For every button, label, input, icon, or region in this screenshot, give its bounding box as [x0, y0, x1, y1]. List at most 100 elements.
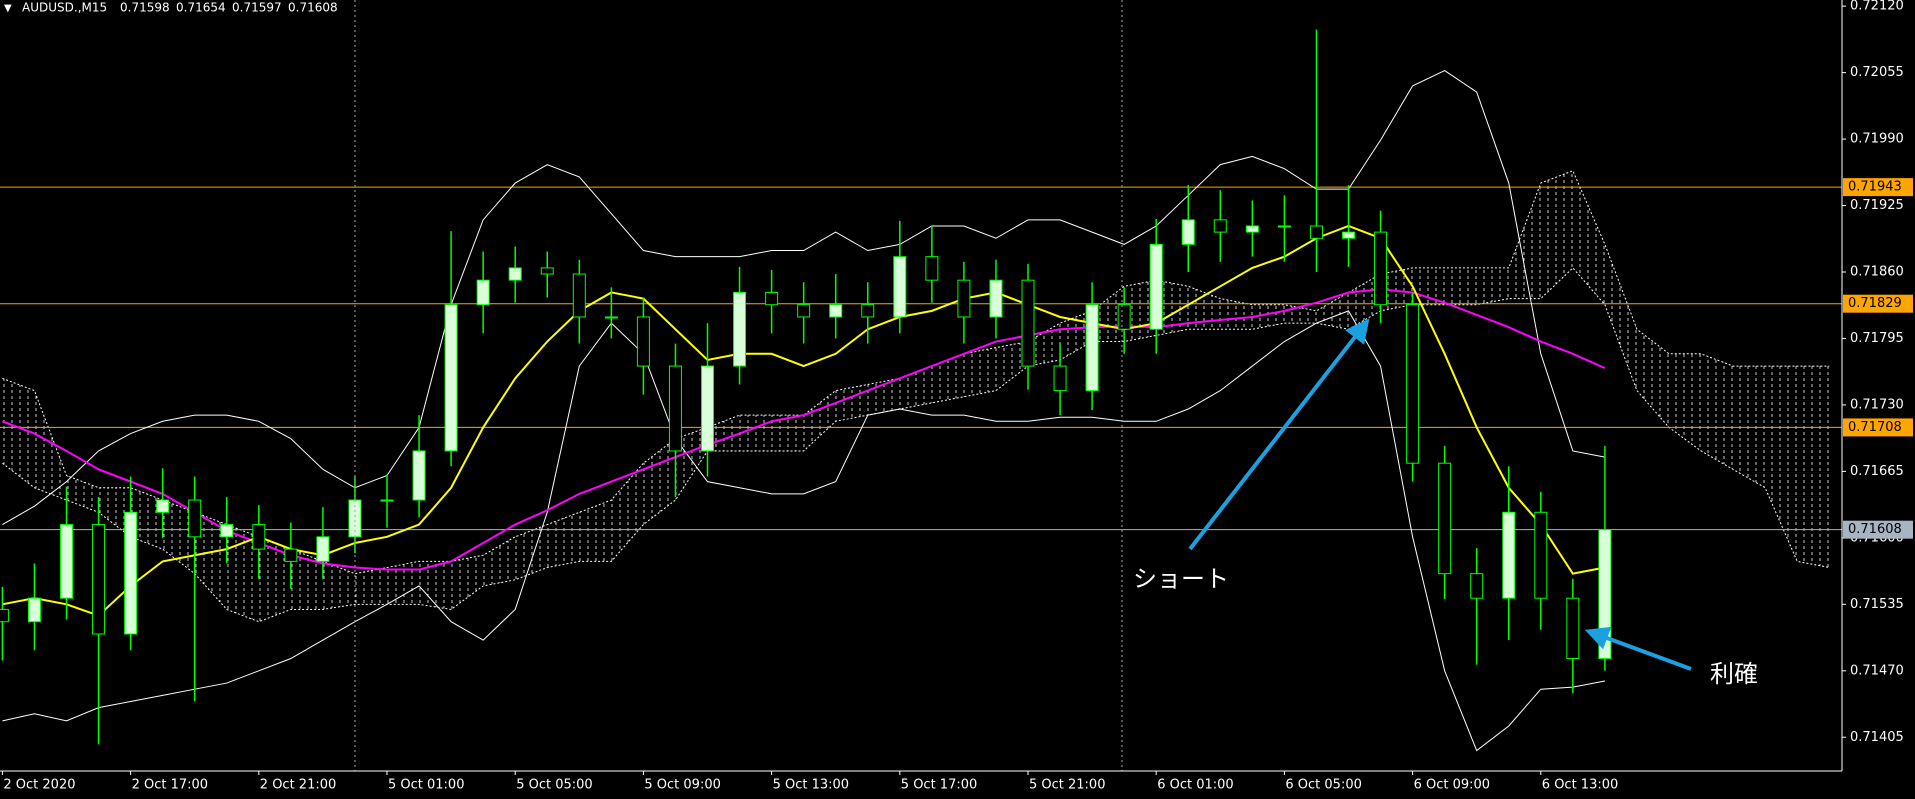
- candle-body: [636, 316, 650, 367]
- indicator-line: [2, 288, 1606, 571]
- candle-body: [1406, 304, 1420, 464]
- candle-body: [1438, 462, 1452, 575]
- candle-body: [1117, 304, 1131, 330]
- candle-body: [1181, 219, 1195, 245]
- candle-body: [829, 304, 843, 318]
- arrow: [1188, 318, 1370, 551]
- candle-body: [572, 273, 586, 318]
- cloud-edge: [2, 267, 1830, 623]
- y-tick-label: 0.71665: [1850, 464, 1904, 479]
- x-tick-label: 6 Oct 09:00: [1414, 778, 1490, 793]
- candle-body: [60, 524, 73, 599]
- candle-body: [124, 511, 138, 635]
- x-tick-label: 5 Oct 05:00: [516, 778, 592, 793]
- candle-body: [284, 548, 298, 562]
- x-tick-label: 6 Oct 01:00: [1157, 778, 1233, 793]
- candle-body: [604, 316, 618, 319]
- y-tick-label: 0.71925: [1850, 198, 1904, 213]
- level-label-box: [1843, 520, 1913, 539]
- candle-body: [668, 365, 682, 452]
- level-label: 0.71943: [1848, 180, 1902, 195]
- x-tick-label: 6 Oct 05:00: [1285, 778, 1361, 793]
- ichimoku-cloud: [2, 170, 1830, 622]
- candle-body: [861, 304, 875, 318]
- y-tick-label: 0.71405: [1850, 730, 1904, 745]
- candle-body: [316, 536, 330, 562]
- x-tick-label: 2 Oct 2020: [3, 778, 75, 793]
- candle-body: [1566, 597, 1580, 660]
- ohlc-high: 0.71654: [176, 1, 226, 15]
- candle-body: [540, 267, 554, 275]
- candle-body: [925, 256, 939, 281]
- y-tick-label: 0.71470: [1850, 663, 1904, 678]
- candle-body: [0, 608, 9, 623]
- candle-body: [733, 291, 747, 367]
- x-tick-label: 5 Oct 09:00: [644, 778, 720, 793]
- ohlc-close: 0.71608: [288, 1, 338, 15]
- candle-body: [1470, 573, 1484, 599]
- level-label-box: [1843, 294, 1913, 313]
- arrow: [1584, 626, 1692, 671]
- candle-body: [1085, 304, 1099, 392]
- level-label: 0.71608: [1848, 522, 1902, 537]
- candle-body: [701, 365, 714, 452]
- candle-body: [1053, 365, 1067, 392]
- x-tick-label: 5 Oct 13:00: [773, 778, 849, 793]
- candle-body: [989, 279, 1003, 318]
- candle-body: [476, 279, 490, 306]
- candle-body: [188, 499, 202, 538]
- menu-icon[interactable]: ▼: [4, 3, 12, 14]
- candle-body: [765, 291, 779, 306]
- candle-body: [27, 597, 41, 623]
- y-tick-label: 0.71730: [1850, 397, 1904, 412]
- level-label-box: [1843, 418, 1913, 437]
- indicator-line: [2, 310, 1605, 752]
- candle-body: [1277, 225, 1291, 228]
- candle-body: [92, 524, 106, 635]
- annotation: ショート: [1133, 565, 1229, 593]
- x-tick-label: 6 Oct 13:00: [1542, 778, 1618, 793]
- candle-body: [412, 450, 426, 501]
- annotation: 利確: [1710, 660, 1758, 688]
- candle-body: [1502, 511, 1516, 599]
- candle-body: [252, 524, 266, 550]
- candle-body: [1149, 243, 1163, 330]
- candle-body: [1598, 529, 1612, 660]
- candle-body: [797, 304, 811, 318]
- y-tick-label: 0.71795: [1850, 331, 1904, 346]
- candle-body: [1374, 231, 1388, 306]
- candle-body: [156, 499, 170, 513]
- x-tick-label: 2 Oct 21:00: [260, 778, 336, 793]
- x-tick-label: 5 Oct 17:00: [901, 778, 977, 793]
- level-label-box: [1843, 178, 1913, 197]
- y-tick-label: 0.71990: [1850, 132, 1904, 147]
- candle-body: [508, 267, 522, 281]
- candle-body: [220, 524, 234, 538]
- candle-body: [957, 279, 971, 318]
- candle-body: [1021, 279, 1035, 367]
- candle-body: [1342, 231, 1355, 239]
- candle-body: [444, 304, 458, 452]
- y-tick-label: 0.72055: [1850, 65, 1904, 80]
- candle-body: [1309, 225, 1323, 239]
- ohlc-low: 0.71597: [232, 1, 282, 15]
- level-label: 0.71708: [1848, 420, 1902, 435]
- candle-body: [1213, 219, 1227, 233]
- y-tick-label: 0.71535: [1850, 597, 1904, 612]
- candle-body: [1245, 225, 1259, 233]
- indicator-line: [2, 69, 1605, 525]
- y-tick-label: 0.71860: [1850, 264, 1904, 279]
- x-tick-label: 2 Oct 17:00: [132, 778, 208, 793]
- ohlc-open: 0.71598: [120, 1, 170, 15]
- plot: [0, 29, 1842, 752]
- y-tick-label: 0.72120: [1850, 0, 1904, 14]
- x-tick-label: 5 Oct 21:00: [1029, 778, 1105, 793]
- level-label: 0.71829: [1848, 296, 1902, 311]
- indicator-line: [2, 224, 1606, 617]
- x-tick-label: 5 Oct 01:00: [388, 778, 464, 793]
- candle-body: [893, 256, 907, 318]
- candle-body: [1534, 511, 1548, 599]
